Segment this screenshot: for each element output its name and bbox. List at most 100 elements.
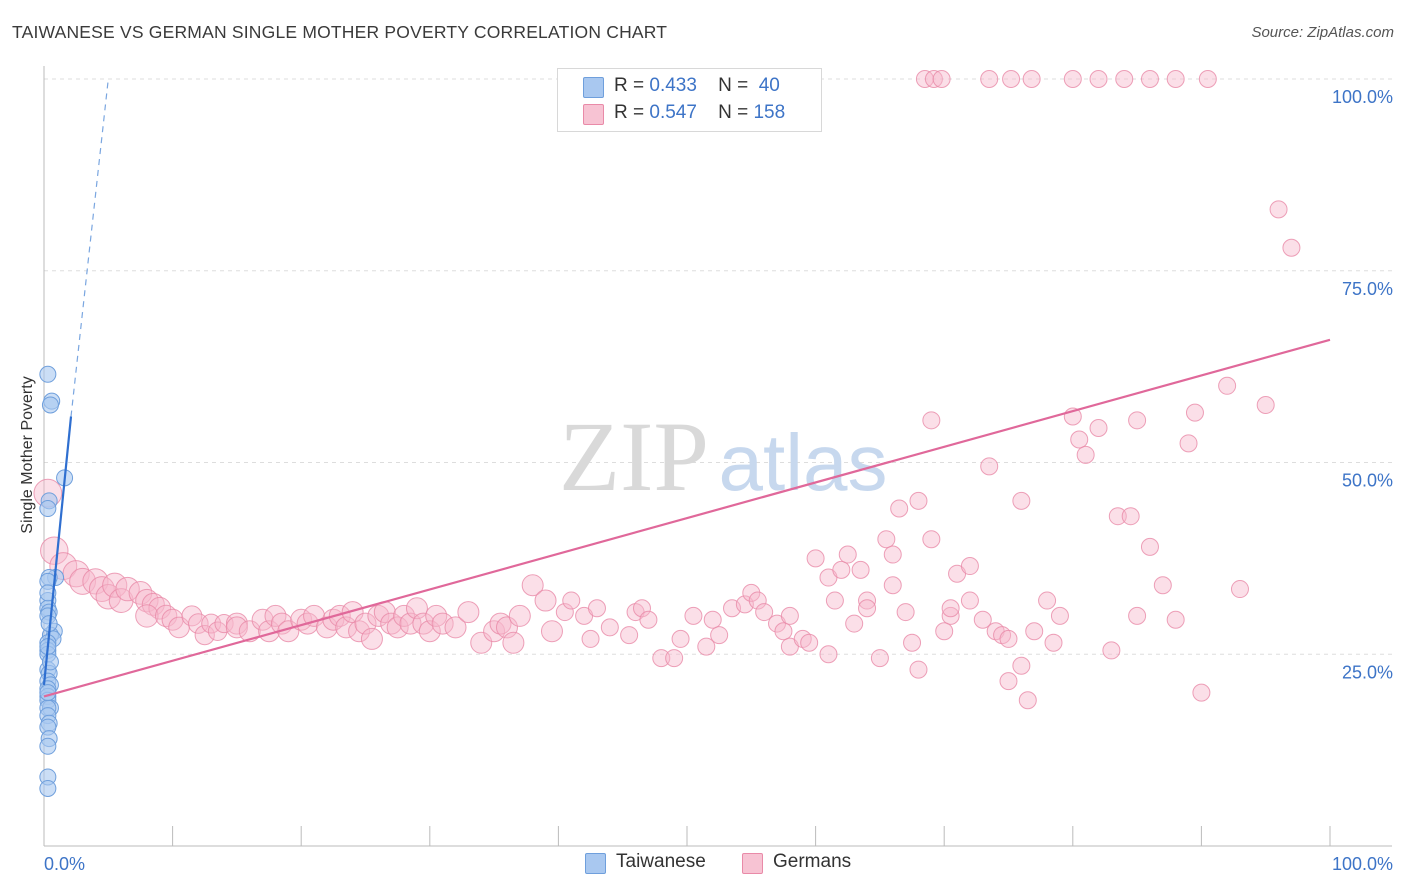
germans-trend-line <box>43 338 1331 698</box>
germans-label: Germans <box>773 851 852 872</box>
germans-point <box>932 70 951 88</box>
germans-swatch <box>583 104 604 125</box>
germans-point <box>1140 537 1159 556</box>
legend: R = 0.433 N = 40 R = 0.547 N = 158 <box>557 68 822 132</box>
germans-point <box>819 645 838 664</box>
germans-point <box>909 491 928 510</box>
legend-n-value: 158 <box>753 102 786 123</box>
y-tick-label: 75.0% <box>1342 279 1393 299</box>
germans-point <box>1044 633 1063 652</box>
germans-point <box>1050 606 1069 625</box>
legend-n-label: N = <box>718 75 749 96</box>
legend-n-value: 40 <box>758 75 780 96</box>
germans-point <box>135 604 159 628</box>
germans-point <box>999 672 1018 691</box>
trend-lines <box>42 78 1331 698</box>
germans-point <box>154 604 178 628</box>
taiwanese-point <box>39 737 57 755</box>
germans-point <box>251 608 274 631</box>
germans-point <box>386 616 409 639</box>
germans-point <box>806 549 825 568</box>
germans-point <box>999 629 1018 648</box>
germans-point <box>632 599 651 618</box>
germans-point <box>1089 418 1108 437</box>
germans-point <box>1102 641 1121 660</box>
germans-point <box>328 604 351 627</box>
germans-point <box>774 622 793 641</box>
germans-point <box>1121 507 1140 526</box>
germans-point <box>851 560 870 579</box>
germans-point <box>1089 70 1108 88</box>
germans-point <box>1218 376 1237 395</box>
germans-point <box>941 606 960 625</box>
germans-point <box>380 612 403 635</box>
germans-point <box>581 629 600 648</box>
germans-point <box>534 589 557 612</box>
germans-point <box>896 603 915 622</box>
watermark-atlas: atlas <box>719 418 888 507</box>
germans-point <box>748 591 767 610</box>
germans-point <box>703 610 722 629</box>
germans-point <box>141 592 165 616</box>
y-tick-label: 25.0% <box>1342 662 1393 682</box>
taiwanese-point <box>39 684 57 702</box>
germans-point <box>1166 70 1185 88</box>
germans-point <box>845 614 864 633</box>
germans-point <box>909 660 928 679</box>
germans-point <box>858 591 877 610</box>
taiwanese-label: Taiwanese <box>616 851 706 872</box>
germans-point <box>540 620 563 643</box>
germans-point <box>697 637 716 656</box>
germans-point <box>1166 610 1185 629</box>
germans-point <box>1038 591 1057 610</box>
germans-point <box>890 499 909 518</box>
chart-title: TAIWANESE VS GERMAN SINGLE MOTHER POVERT… <box>12 22 668 42</box>
germans-point <box>1012 656 1031 675</box>
germans-point <box>800 633 819 652</box>
germans-point <box>883 545 902 564</box>
germans-point <box>225 616 248 639</box>
germans-point <box>1128 606 1147 625</box>
germans-point <box>238 620 261 643</box>
germans-point <box>639 610 658 629</box>
germans-point <box>1128 411 1147 430</box>
germans-point <box>1115 70 1134 88</box>
germans-point <box>1002 70 1021 88</box>
germans-point <box>1185 403 1204 422</box>
germans-point <box>1153 576 1172 595</box>
germans-point <box>128 581 153 605</box>
germans-point <box>1198 70 1217 88</box>
legend-r-label: R = <box>614 102 645 123</box>
germans-point <box>903 633 922 652</box>
germans-point <box>922 411 941 430</box>
source-label: Source: ZipAtlas.com <box>1251 24 1394 41</box>
germans-point <box>1256 395 1275 414</box>
legend-r-value: 0.433 <box>649 75 697 96</box>
germans-point <box>1012 491 1031 510</box>
germans-point <box>1140 70 1159 88</box>
germans-point <box>922 530 941 549</box>
y-tick-label: 50.0% <box>1342 471 1393 491</box>
germans-point <box>1022 70 1041 88</box>
taiwanese-trend-extension <box>70 78 109 417</box>
germans-point <box>935 622 954 641</box>
taiwanese-swatch <box>583 77 604 98</box>
germans-point <box>1179 434 1198 453</box>
watermark: ZIP atlas <box>559 401 887 512</box>
x-tick-label: 0.0% <box>44 854 85 874</box>
germans-point <box>1192 683 1211 702</box>
germans-point <box>444 616 467 639</box>
germans-point <box>870 649 889 668</box>
germans-point <box>194 624 215 646</box>
germans-point <box>115 576 140 602</box>
taiwanese-point <box>39 500 57 518</box>
germans-point <box>1076 445 1095 464</box>
taiwanese-trend-line <box>42 416 73 686</box>
germans-point <box>562 591 581 610</box>
legend-r-value: 0.547 <box>649 102 697 123</box>
germans-point <box>502 631 525 654</box>
taiwanese-swatch <box>585 853 606 874</box>
germans-point <box>1025 622 1044 641</box>
germans-point <box>521 574 544 597</box>
germans-point <box>1282 238 1301 257</box>
